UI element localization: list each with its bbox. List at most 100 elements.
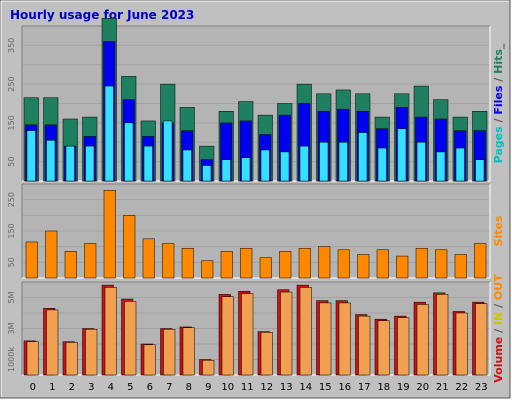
x-tick-label-17: 17 (358, 382, 371, 393)
bar-sites-19 (396, 255, 409, 279)
panel-bottom: 1000k 3M 5M Volume / IN / OUT (7, 274, 505, 383)
bar-pages-12 (260, 149, 270, 182)
chart-panels: 50 150 250 350 Pages / Files / Hits_ 50 150 250… (7, 18, 505, 383)
side-label-segment: IN (492, 312, 505, 325)
side-label-segment: / (492, 115, 505, 127)
bar-sites-5 (123, 215, 136, 279)
y-tick-label-bottom-0: 1000k (7, 347, 16, 372)
bar-out-8 (182, 327, 195, 376)
bar-pages-8 (182, 149, 192, 182)
bar-sites-0 (25, 241, 38, 279)
x-tick-label-18: 18 (377, 382, 390, 393)
bar-pages-3 (85, 145, 95, 182)
y-tick-label-top-3: 350 (7, 38, 16, 53)
x-tick-label-10: 10 (221, 382, 234, 393)
bar-pages-14 (299, 145, 309, 182)
x-tick-label-21: 21 (436, 382, 449, 393)
side-label-segment: Files (492, 85, 505, 115)
x-tick-label-12: 12 (260, 382, 273, 393)
y-tick-label-bottom-1: 3M (7, 322, 16, 334)
bar-out-12 (260, 332, 273, 376)
bar-sites-10 (220, 251, 233, 279)
x-tick-label-1: 1 (49, 382, 55, 393)
bar-pages-19 (397, 128, 407, 182)
bar-pages-20 (416, 142, 426, 182)
bar-pages-13 (280, 151, 290, 182)
bar-pages-10 (221, 159, 231, 182)
x-axis-labels: 0 1 2 3 4 5 6 7 8 9 10 11 12 13 14 15 16 17 18 19 20 21 22 23 (30, 382, 488, 393)
bar-pages-6 (143, 145, 153, 182)
x-tick-label-0: 0 (30, 382, 36, 393)
bar-out-21 (436, 294, 449, 376)
side-label-top: Pages / Files / Hits_ (492, 43, 505, 163)
bar-out-15 (319, 302, 332, 376)
side-label-segment: / (492, 300, 505, 312)
bar-pages-17 (358, 132, 368, 182)
x-tick-label-5: 5 (127, 382, 133, 393)
panel-middle: 50 150 250 Sites (7, 183, 505, 279)
x-tick-label-19: 19 (397, 382, 410, 393)
x-tick-label-16: 16 (338, 382, 351, 393)
side-label-middle: Sites (492, 215, 505, 246)
bar-out-5 (124, 301, 137, 376)
bar-pages-1 (46, 140, 56, 182)
x-tick-label-4: 4 (108, 382, 114, 393)
x-tick-label-14: 14 (299, 382, 312, 393)
bar-out-13 (280, 291, 293, 376)
bar-pages-11 (241, 157, 251, 182)
bar-out-22 (455, 312, 468, 376)
bar-out-9 (202, 360, 215, 376)
bar-sites-21 (435, 249, 448, 279)
panel-top: 50 150 250 350 Pages / Files / Hits_ (7, 18, 505, 182)
y-tick-label-middle-0: 50 (7, 257, 16, 267)
x-tick-label-20: 20 (416, 382, 429, 393)
x-tick-label-23: 23 (475, 382, 488, 393)
bar-pages-4 (104, 85, 114, 182)
bar-sites-16 (337, 249, 350, 279)
bar-out-7 (163, 329, 176, 376)
bar-sites-6 (142, 238, 155, 279)
y-tick-label-top-2: 250 (7, 76, 16, 91)
side-label-segment: Pages (492, 126, 505, 164)
bar-pages-7 (163, 120, 173, 182)
bar-pages-23 (475, 159, 485, 182)
chart-title: Hourly usage for June 2023 (10, 8, 194, 22)
bar-sites-3 (84, 243, 97, 279)
bar-sites-14 (298, 247, 311, 279)
bar-pages-2 (65, 145, 75, 182)
x-tick-label-3: 3 (88, 382, 94, 393)
side-label-segment: OUT (492, 274, 505, 300)
bar-sites-17 (357, 254, 370, 279)
x-tick-label-15: 15 (319, 382, 332, 393)
bar-pages-15 (319, 142, 329, 182)
bar-out-16 (338, 302, 351, 376)
bar-out-3 (85, 329, 98, 376)
bar-sites-18 (376, 249, 389, 279)
side-label-segment: _ (492, 43, 505, 49)
x-tick-label-11: 11 (241, 382, 254, 393)
bar-out-0 (26, 341, 39, 376)
bar-sites-1 (45, 230, 58, 279)
bar-out-14 (299, 287, 312, 376)
x-tick-label-13: 13 (280, 382, 293, 393)
bar-sites-20 (415, 247, 428, 279)
bar-out-18 (377, 320, 390, 376)
bar-out-20 (416, 304, 429, 376)
bar-sites-2 (64, 251, 77, 279)
bar-out-23 (475, 303, 488, 376)
bar-pages-5 (124, 122, 134, 182)
bar-sites-13 (279, 251, 292, 279)
bar-sites-9 (201, 260, 214, 279)
bar-pages-22 (455, 147, 465, 182)
bar-out-10 (221, 296, 234, 376)
bar-sites-22 (454, 254, 467, 279)
y-tick-label-top-0: 50 (7, 157, 16, 167)
x-tick-label-9: 9 (205, 382, 211, 393)
y-tick-label-middle-2: 250 (7, 192, 16, 207)
bar-sites-12 (259, 257, 272, 279)
bar-out-19 (397, 317, 410, 376)
x-tick-label-7: 7 (166, 382, 172, 393)
bar-sites-11 (240, 247, 253, 279)
bar-out-6 (143, 344, 156, 376)
